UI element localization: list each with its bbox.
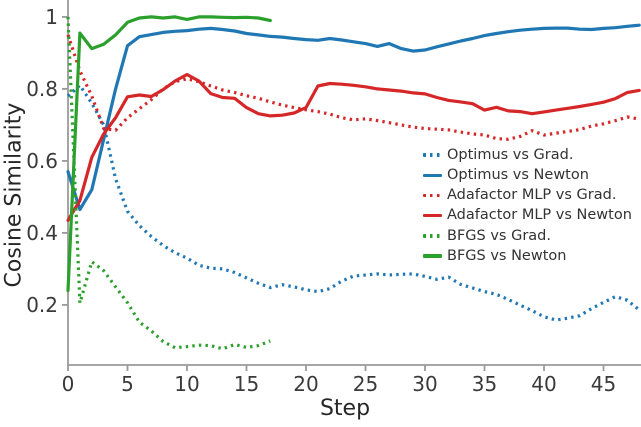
legend-marker-bfgs-vs-grad xyxy=(423,234,442,238)
series-line-1 xyxy=(66,23,641,212)
legend-label: BFGS vs Newton xyxy=(447,247,567,264)
legend-label: Optimus vs Grad. xyxy=(447,146,574,163)
x-tick-label: 20 xyxy=(293,372,318,396)
legend-item-optimus-vs-newton: Optimus vs Newton xyxy=(423,165,632,185)
legend-label: BFGS vs Grad. xyxy=(447,227,551,244)
y-tick-label: 0.4 xyxy=(26,221,58,245)
y-tick-label: 1 xyxy=(45,5,58,29)
legend-marker-adafactor-mlp-vs-newton xyxy=(423,213,442,218)
x-tick-label: 0 xyxy=(62,372,75,396)
series-line-4 xyxy=(66,16,271,351)
x-tick-label: 30 xyxy=(412,372,437,396)
x-tick-label: 45 xyxy=(591,372,616,396)
legend-item-adafactor-mlp-vs-grad: Adafactor MLP vs Grad. xyxy=(423,185,632,205)
series-line-3 xyxy=(66,72,641,222)
legend-marker-bfgs-vs-newton xyxy=(423,254,442,258)
legend-label: Adafactor MLP vs Newton xyxy=(447,207,632,224)
legend-item-optimus-vs-grad: Optimus vs Grad. xyxy=(423,145,632,165)
x-tick-label: 35 xyxy=(472,372,497,396)
y-tick-label: 0.2 xyxy=(26,293,58,317)
legend-label: Adafactor MLP vs Grad. xyxy=(447,187,617,204)
x-axis-label: Step xyxy=(319,396,371,421)
legend-label: Optimus vs Newton xyxy=(447,167,589,184)
series-line-5 xyxy=(66,15,272,293)
y-tick-label: 0.6 xyxy=(26,149,58,173)
legend-item-bfgs-vs-newton: BFGS vs Newton xyxy=(423,246,632,266)
legend-item-bfgs-vs-grad: BFGS vs Grad. xyxy=(423,226,632,246)
series-line-2 xyxy=(66,34,640,141)
x-tick-label: 5 xyxy=(121,372,134,396)
x-tick-label: 40 xyxy=(531,372,556,396)
legend-marker-optimus-vs-grad xyxy=(423,153,442,157)
legend-item-adafactor-mlp-vs-newton: Adafactor MLP vs Newton xyxy=(423,206,632,226)
y-tick-label: 0.8 xyxy=(26,77,58,101)
legend-marker-adafactor-mlp-vs-grad xyxy=(423,193,442,198)
x-tick-label: 25 xyxy=(353,372,378,396)
legend: Optimus vs Grad. Optimus vs Newton Adafa… xyxy=(423,145,632,266)
legend-marker-optimus-vs-newton xyxy=(423,173,442,177)
x-tick-label: 10 xyxy=(174,372,199,396)
y-axis-label: Cosine Similarity xyxy=(1,102,27,288)
x-tick-label: 15 xyxy=(234,372,259,396)
